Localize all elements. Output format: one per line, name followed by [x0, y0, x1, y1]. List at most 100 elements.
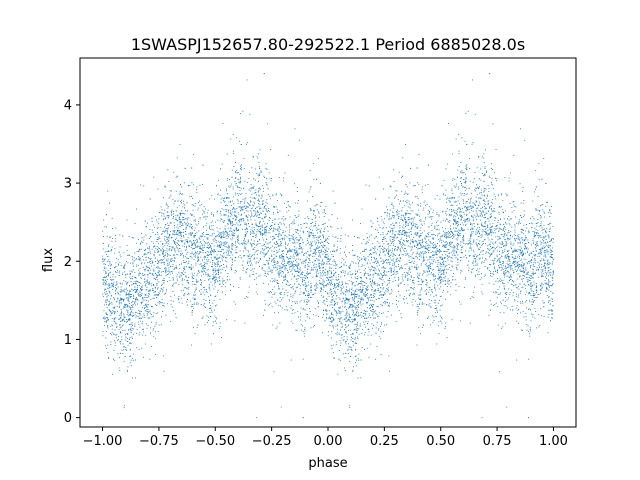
data-point [541, 315, 542, 317]
data-point [420, 289, 422, 291]
data-point [447, 236, 449, 238]
data-point [335, 302, 336, 304]
data-point [244, 200, 246, 202]
data-point [151, 314, 152, 315]
data-point [251, 212, 252, 214]
data-point [493, 263, 495, 264]
data-point [173, 243, 175, 244]
data-point [302, 248, 304, 250]
data-point [237, 199, 239, 201]
data-point [280, 241, 281, 242]
data-point [386, 271, 388, 273]
data-point [322, 271, 323, 273]
data-point [298, 214, 300, 216]
data-point [471, 192, 472, 194]
data-point [416, 240, 417, 242]
data-point [333, 304, 335, 306]
data-point [431, 234, 433, 235]
data-point [226, 190, 227, 192]
data-point [439, 232, 441, 234]
data-point [301, 263, 303, 265]
data-point [184, 239, 186, 241]
data-point [104, 226, 106, 228]
data-point [163, 264, 165, 266]
data-point [306, 298, 308, 300]
data-point [351, 294, 353, 296]
data-point [461, 169, 463, 171]
data-point [514, 240, 516, 242]
data-point [292, 309, 294, 310]
data-point [431, 229, 433, 231]
data-point [424, 205, 426, 207]
data-point [502, 200, 504, 202]
data-point [502, 211, 504, 213]
data-point [219, 250, 221, 252]
data-point [541, 274, 543, 276]
data-point [120, 321, 122, 322]
data-point [144, 310, 146, 312]
data-point [382, 233, 384, 235]
data-point [130, 296, 132, 298]
data-point [175, 244, 176, 245]
data-point [507, 307, 509, 309]
data-point [473, 220, 474, 222]
data-point [457, 246, 458, 248]
data-point [532, 223, 534, 225]
data-point [203, 258, 205, 260]
data-point [108, 357, 109, 359]
data-point [376, 321, 378, 323]
data-point [472, 218, 474, 220]
data-point [305, 320, 307, 322]
data-point [194, 243, 196, 245]
data-point [327, 272, 329, 273]
data-point [535, 231, 537, 233]
data-point [294, 275, 295, 277]
data-point [293, 242, 294, 244]
data-point [499, 238, 501, 239]
data-point [402, 242, 403, 244]
data-point [372, 311, 374, 313]
data-point [514, 224, 516, 226]
data-point [395, 295, 397, 297]
data-point [256, 233, 258, 235]
data-point [174, 240, 176, 242]
data-point [411, 245, 413, 247]
data-point [234, 272, 236, 274]
data-point [508, 297, 509, 299]
data-point [147, 262, 149, 264]
data-point [523, 239, 525, 241]
data-point [234, 240, 236, 242]
data-point [515, 287, 517, 289]
data-point [185, 249, 186, 251]
data-point [180, 233, 181, 235]
data-point [283, 232, 285, 234]
data-point [257, 211, 259, 213]
data-point [267, 271, 269, 273]
data-point [439, 198, 441, 200]
data-point [185, 224, 187, 226]
data-point [408, 229, 410, 230]
data-point [492, 260, 494, 262]
data-point [303, 254, 304, 256]
data-point [390, 217, 392, 219]
data-point [319, 271, 321, 273]
data-point [543, 247, 545, 249]
data-point [489, 207, 491, 209]
data-point [404, 193, 405, 195]
chart-title: 1SWASPJ152657.80-292522.1 Period 6885028… [131, 35, 525, 54]
data-point [523, 258, 525, 260]
data-point [417, 306, 419, 307]
data-point [205, 208, 206, 210]
data-point [283, 265, 285, 267]
data-point [349, 298, 351, 300]
data-point [510, 275, 511, 277]
data-point [341, 257, 343, 259]
data-point [399, 267, 401, 269]
data-point [157, 262, 159, 264]
data-point [213, 232, 215, 234]
data-point [327, 335, 329, 337]
data-point [162, 259, 163, 261]
data-point [319, 235, 321, 237]
data-point [524, 294, 526, 295]
data-point [262, 202, 264, 204]
